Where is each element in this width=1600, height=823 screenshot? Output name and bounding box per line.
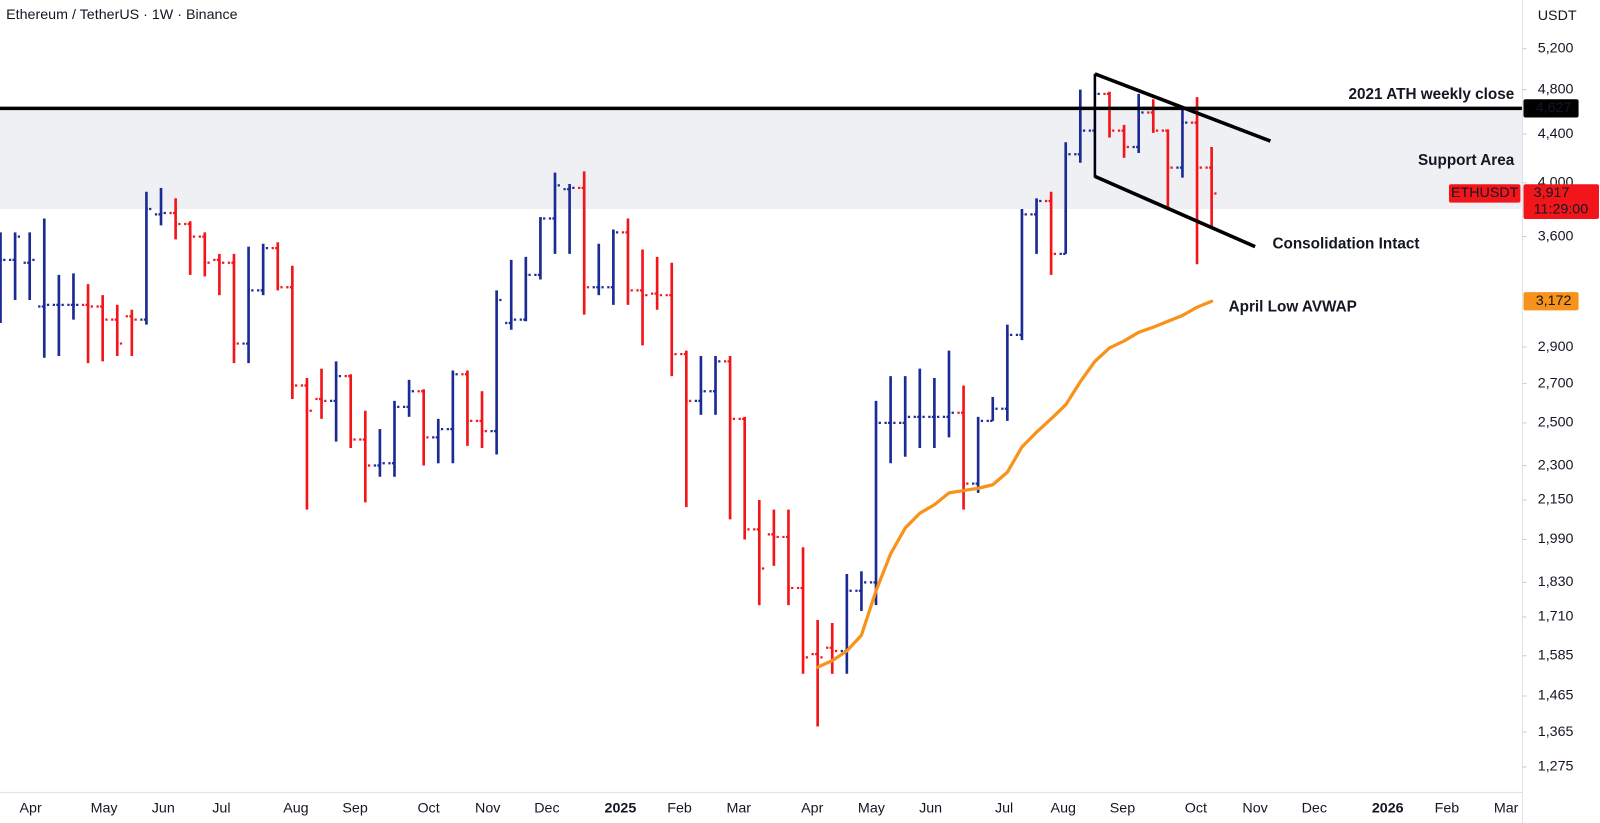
avwap-badge (1523, 292, 1579, 311)
x-tick-label: 2026 (1372, 801, 1404, 817)
avwap-line (816, 299, 1214, 669)
x-tick-label: Oct (417, 801, 439, 817)
y-tick-label: 1,710 (1538, 609, 1574, 625)
y-tick-label: 2,700 (1538, 375, 1574, 391)
x-tick-label: Jul (995, 801, 1013, 817)
x-tick-label: Nov (475, 801, 501, 817)
y-tick-label: 1,465 (1538, 688, 1574, 704)
x-tick-label: 2025 (605, 801, 637, 817)
ath-label: 2021 ATH weekly close (1348, 86, 1514, 103)
symbol-tag-label: ETHUSDT (1451, 185, 1519, 201)
currency-label: USDT (1538, 8, 1577, 24)
zone-layer (0, 110, 1523, 209)
x-tick-label: Apr (20, 801, 42, 817)
support-zone-label: Support Area (1418, 152, 1515, 169)
x-tick-label: Jun (152, 801, 175, 817)
x-tick-label: Dec (1302, 801, 1327, 817)
y-tick-label: 2,500 (1538, 415, 1574, 431)
ath-badge-label: 4,627 (1536, 100, 1572, 116)
x-tick-label: Feb (1435, 801, 1460, 817)
y-tick-label: 1,585 (1538, 648, 1574, 664)
x-tick-label: Aug (283, 801, 308, 817)
y-tick-label: 1,275 (1538, 759, 1574, 775)
x-tick-label: Nov (1242, 801, 1268, 817)
x-tick-label: May (91, 801, 119, 817)
channel-lower (1094, 174, 1256, 249)
chart-title: Ethereum / TetherUS · 1W · Binance (6, 7, 238, 23)
avwap-badge-label: 3,172 (1536, 293, 1572, 309)
x-tick-label: May (858, 801, 886, 817)
x-tick-label: Apr (801, 801, 823, 817)
last-price-badge (1523, 184, 1599, 219)
x-tick-label: Mar (726, 801, 751, 817)
y-tick-label: 1,365 (1538, 724, 1574, 740)
y-tick-label: 5,200 (1538, 40, 1574, 56)
y-tick-label: 2,300 (1538, 457, 1574, 473)
countdown-label: 11:29:00 (1534, 202, 1589, 218)
x-tick-label: Jul (212, 801, 230, 817)
plot-layer (0, 72, 1523, 727)
y-tick-label: 4,800 (1538, 81, 1574, 97)
x-tick-label: Oct (1185, 801, 1207, 817)
avwap-label: April Low AVWAP (1229, 299, 1357, 316)
x-tick-label: Dec (534, 801, 559, 817)
x-tick-label: Feb (667, 801, 692, 817)
symbol-tag (1448, 184, 1521, 203)
y-tick-label: 2,900 (1538, 339, 1574, 355)
x-tick-label: Aug (1051, 801, 1076, 817)
ath-badge (1523, 99, 1579, 118)
last-price-label: 3,917 (1534, 185, 1570, 201)
y-tick-label: 1,830 (1538, 574, 1574, 590)
x-tick-label: Sep (1110, 801, 1135, 817)
support-zone (0, 110, 1523, 209)
axis-layer: 5,2004,8004,4004,0003,6002,9002,7002,500… (20, 40, 1599, 816)
y-tick-label: 1,990 (1538, 531, 1574, 547)
y-tick-label: 3,600 (1538, 228, 1574, 244)
x-tick-label: Mar (1494, 801, 1519, 817)
x-tick-label: Sep (342, 801, 367, 817)
y-tick-label: 4,400 (1538, 126, 1574, 142)
y-tick-label: 2,150 (1538, 492, 1574, 508)
x-tick-label: Jun (919, 801, 942, 817)
channel-label: Consolidation Intact (1272, 235, 1419, 252)
